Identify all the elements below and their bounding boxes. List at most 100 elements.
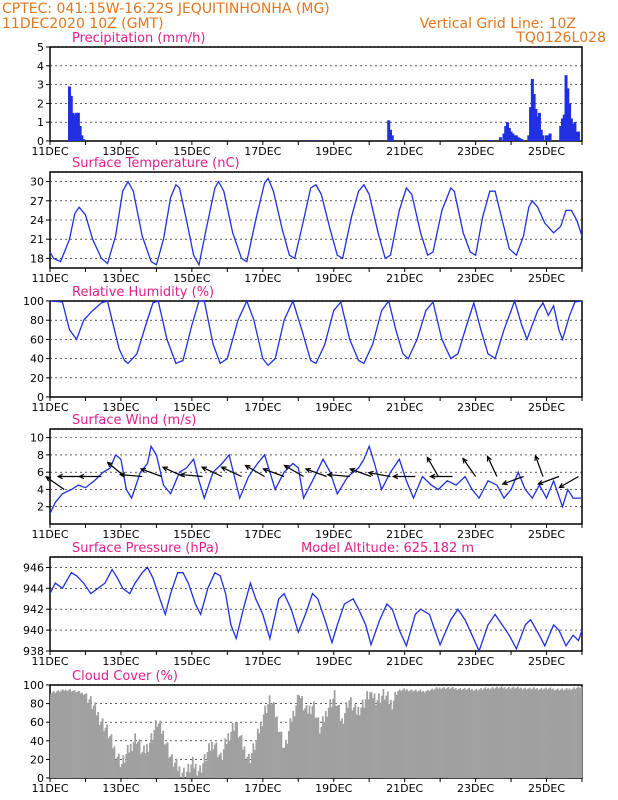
- cloud-bar: [512, 686, 515, 778]
- cloud-bar: [490, 688, 493, 778]
- cloud-bar: [252, 743, 255, 778]
- cloud-bar: [449, 689, 451, 778]
- y-tick-label: 100: [23, 679, 44, 692]
- cloud-bar: [253, 749, 256, 778]
- cloud-bar: [496, 686, 499, 778]
- cloud-bar: [564, 689, 567, 778]
- wind-arrow-head: [534, 454, 540, 461]
- cloud-bar: [415, 689, 417, 778]
- cloud-bar: [407, 691, 410, 778]
- precip-bar: [312, 140, 316, 141]
- wind-arrow-head: [304, 467, 312, 473]
- cloud-bar: [417, 690, 420, 778]
- x-tick-label: 11DEC: [31, 145, 68, 158]
- precip-bar: [569, 118, 573, 141]
- cloud-bar: [404, 690, 407, 778]
- cloud-bar: [330, 707, 333, 778]
- cloud-bar: [183, 767, 185, 778]
- cloud-bar: [219, 752, 222, 778]
- wind-arrow-shaft: [140, 468, 162, 478]
- cloud-bar: [66, 691, 69, 778]
- x-tick-label: 13DEC: [102, 145, 139, 158]
- cloud-bar: [327, 707, 330, 778]
- cloud-bar: [282, 747, 284, 778]
- wind-arrow-shaft: [45, 476, 65, 490]
- cloud-bar: [313, 701, 315, 778]
- cloud-bar: [270, 704, 272, 778]
- y-tick-label: 0: [37, 135, 44, 148]
- wind-arrow-shaft: [327, 473, 350, 478]
- cloud-bar: [104, 727, 107, 778]
- cloud-bar: [539, 688, 541, 778]
- cloud-bar: [555, 689, 558, 778]
- cloud-bar: [482, 688, 485, 778]
- cloud-bar: [106, 724, 108, 778]
- panel-title: Cloud Cover (%): [72, 669, 178, 684]
- cloud-bar: [92, 705, 95, 778]
- wind-line: [49, 444, 582, 514]
- wind-arrow-shaft: [284, 464, 304, 478]
- cloud-bar: [355, 714, 358, 778]
- wind-arrow-head: [429, 473, 436, 480]
- cloud-bar: [267, 704, 270, 778]
- cloud-bar: [50, 693, 52, 778]
- cloud-bar: [580, 686, 583, 778]
- y-tick-label: 1: [37, 116, 44, 129]
- cloud-bar: [412, 691, 414, 778]
- cloud-bar: [177, 770, 179, 778]
- wind-arrow-head: [139, 467, 147, 473]
- cloud-bar: [413, 690, 416, 778]
- x-tick-label: 23DEC: [457, 655, 494, 668]
- cloud-bar: [287, 730, 290, 778]
- wind-arrow-head: [558, 483, 565, 489]
- wind-arrow-head: [486, 455, 492, 462]
- cloud-bar: [332, 698, 335, 778]
- precip-bar: [532, 94, 536, 141]
- wind-arrow-head: [283, 464, 290, 470]
- cloud-bar: [86, 702, 89, 778]
- cloud-bar: [485, 689, 488, 778]
- panel-frame: [49, 556, 583, 652]
- cloud-bar: [132, 742, 135, 778]
- cloud-bar: [324, 711, 327, 778]
- cloud-bar: [553, 690, 556, 778]
- cloud-bar: [248, 753, 250, 778]
- wind-arrow-head: [106, 461, 113, 468]
- y-tick-label: 40: [30, 735, 44, 748]
- x-tick-label: 11DEC: [31, 528, 68, 541]
- cloud-bar: [349, 697, 352, 778]
- x-tick-label: 19DEC: [315, 401, 352, 414]
- cloud-bar: [376, 700, 379, 778]
- cloud-bar: [528, 687, 531, 778]
- cloud-bar: [101, 718, 104, 778]
- cloud-bar: [525, 689, 528, 778]
- cloud-bar: [558, 690, 561, 778]
- precip-bar: [509, 131, 513, 141]
- cloud-bar: [516, 686, 519, 778]
- cloud-bar: [208, 743, 210, 778]
- precip-bar: [575, 131, 579, 141]
- wind-arrow-shaft: [502, 475, 524, 485]
- cloud-bar: [85, 693, 88, 778]
- cloud-bar: [381, 695, 383, 778]
- cloud-bar: [361, 699, 364, 778]
- cloud-bar: [471, 688, 473, 778]
- cloud-bar: [205, 761, 207, 778]
- cloud-bar: [284, 740, 287, 778]
- x-tick-label: 17DEC: [244, 655, 281, 668]
- cloud-bar: [73, 690, 76, 778]
- cloud-bar: [298, 695, 301, 778]
- cloud-bar: [391, 709, 394, 778]
- cloud-bar: [153, 729, 156, 778]
- precip-bar: [71, 112, 75, 141]
- x-tick-label: 23DEC: [457, 528, 494, 541]
- precip-bar: [527, 135, 531, 141]
- y-tick-label: 4: [37, 483, 44, 496]
- x-tick-label: 15DEC: [173, 272, 210, 285]
- cloud-bar: [83, 694, 86, 778]
- y-tick-label: 2: [37, 501, 44, 514]
- x-tick-label: 15DEC: [173, 401, 210, 414]
- wind-arrow-shaft: [180, 473, 203, 478]
- cloud-bar: [98, 724, 101, 778]
- y-tick-label: 942: [23, 603, 44, 616]
